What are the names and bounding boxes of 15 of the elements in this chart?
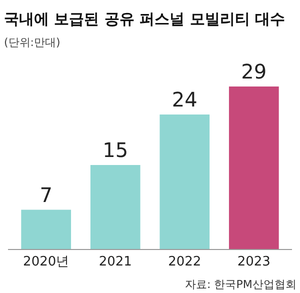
chart-subtitle: (단위:만대): [4, 36, 60, 49]
x-tick-label: 2023: [237, 254, 270, 270]
x-tick-label: 2021: [98, 254, 132, 270]
data-label: 29: [241, 60, 267, 84]
bar: [228, 86, 279, 249]
data-label: 24: [172, 88, 198, 112]
data-label: 15: [102, 138, 128, 162]
bar: [21, 210, 72, 249]
chart-title: 국내에 보급된 공유 퍼스널 모빌리티 대수: [4, 10, 286, 28]
text: 자료: 한국PM산업협회: [185, 278, 296, 291]
bar: [160, 114, 210, 249]
x-tick-label: 2020년: [23, 254, 70, 270]
x-tick-label: 2022: [168, 254, 202, 270]
bar: [90, 164, 140, 249]
data-label: 7: [40, 182, 52, 207]
